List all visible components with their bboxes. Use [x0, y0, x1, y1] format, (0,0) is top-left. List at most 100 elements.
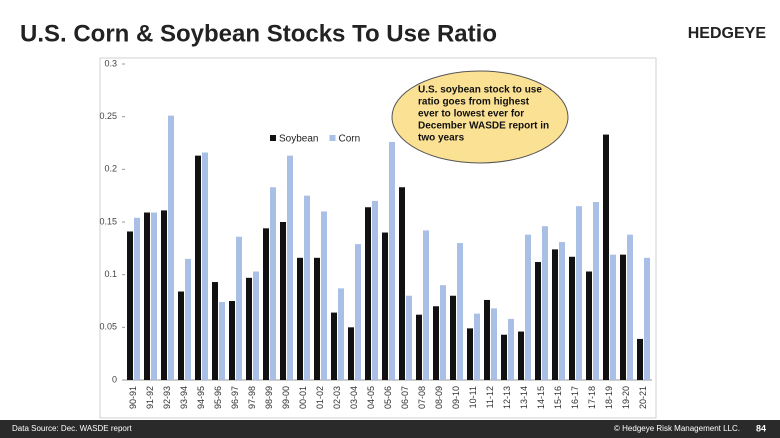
bar: [542, 226, 548, 380]
x-tick-label: 01-02: [315, 386, 325, 409]
bar: [416, 314, 422, 380]
bar: [365, 207, 371, 380]
annotation-text: ratio goes from highest: [418, 97, 530, 108]
bar: [559, 242, 565, 380]
bar: [161, 210, 167, 380]
bar: [576, 206, 582, 380]
bar: [304, 195, 310, 380]
x-tick-label: 14-15: [536, 386, 546, 409]
slide-title: U.S. Corn & Soybean Stocks To Use Ratio: [20, 20, 497, 47]
x-tick-label: 94-95: [196, 386, 206, 409]
x-tick-label: 98-99: [264, 386, 274, 409]
legend-label: Soybean: [279, 134, 318, 145]
annotation-text: U.S. soybean stock to use: [418, 85, 542, 96]
x-tick-label: 06-07: [400, 386, 410, 409]
bar: [450, 295, 456, 380]
bar: [297, 257, 303, 380]
bar: [603, 134, 609, 380]
annotation-bubble: [391, 70, 569, 164]
bar: [202, 152, 208, 380]
x-tick-label: 97-98: [247, 386, 257, 409]
bar: [229, 301, 235, 380]
x-tick-label: 92-93: [162, 386, 172, 409]
bar: [423, 230, 429, 380]
bar: [355, 244, 361, 380]
bar: [627, 234, 633, 380]
footer-bar: [0, 420, 780, 438]
logo: HEDGEYE: [688, 25, 767, 42]
x-tick-label: 07-08: [417, 386, 427, 409]
x-tick-label: 18-19: [604, 386, 614, 409]
x-tick-label: 03-04: [349, 386, 359, 409]
bar: [219, 302, 225, 380]
plot: 0 0.05 0.1 0.15 0.2 0.25 0.3 90-91 91-92 92-93 93-…: [99, 58, 652, 409]
bar: [518, 331, 524, 380]
bar: [467, 328, 473, 380]
x-tick-label: 00-01: [298, 386, 308, 409]
annotation-text: two years: [418, 133, 465, 144]
bar: [270, 187, 276, 380]
x-tick-label: 99-00: [281, 386, 291, 409]
bar: [338, 288, 344, 380]
x-tick-label: 11-12: [485, 386, 495, 408]
bar: [321, 211, 327, 380]
bar: [491, 308, 497, 380]
bar: [185, 258, 191, 380]
bar: [474, 313, 480, 380]
annotation-text: ever to lowest ever for: [418, 109, 524, 120]
y-tick-label: 0.2: [104, 164, 117, 174]
legend-swatch: [329, 135, 336, 141]
bar: [389, 141, 395, 380]
x-tick-label: 09-10: [451, 386, 461, 409]
bar: [586, 271, 592, 380]
bar: [314, 257, 320, 380]
bar: [406, 295, 412, 380]
y-tick-label: 0.05: [99, 322, 117, 332]
y-tick-label: 0: [112, 374, 117, 384]
y-tick-label: 0.3: [104, 58, 117, 68]
bar: [236, 236, 242, 380]
bar: [552, 249, 558, 380]
y-tick-label: 0.25: [99, 111, 117, 121]
bar: [246, 277, 252, 380]
x-tick-label: 19-20: [621, 386, 631, 409]
bar: [287, 155, 293, 380]
x-tick-label: 95-96: [213, 386, 223, 409]
bar: [535, 262, 541, 380]
bar: [263, 228, 269, 380]
x-tick-label: 96-97: [230, 386, 240, 409]
footer-source: Data Source: Dec. WASDE report: [12, 424, 133, 433]
bar: [178, 291, 184, 380]
annotation-text: December WASDE report in: [418, 121, 549, 132]
x-tick-label: 93-94: [179, 386, 189, 409]
y-tick-label: 0.1: [104, 269, 117, 279]
x-tick-label: 08-09: [434, 386, 444, 409]
bar: [253, 271, 259, 380]
page-number: 84: [756, 423, 766, 433]
bar: [433, 306, 439, 380]
bar: [144, 212, 150, 380]
x-tick-label: 91-92: [145, 386, 155, 409]
bar: [382, 232, 388, 380]
x-tick-label: 90-91: [128, 386, 138, 409]
bar: [637, 338, 643, 380]
bar: [195, 155, 201, 380]
x-tick-label: 20-21: [638, 386, 648, 409]
bar: [440, 285, 446, 380]
x-tick-label: 15-16: [553, 386, 563, 409]
footer-copyright: © Hedgeye Risk Management LLC.: [614, 424, 740, 433]
x-tick-label: 04-05: [366, 386, 376, 409]
bar: [484, 299, 490, 380]
x-tick-label: 05-06: [383, 386, 393, 409]
bar: [280, 222, 286, 380]
bar: [620, 254, 626, 380]
bar: [331, 312, 337, 380]
legend-label: Corn: [338, 134, 360, 145]
x-tick-label: 16-17: [570, 386, 580, 409]
bar: [399, 187, 405, 380]
bar: [127, 231, 133, 380]
x-tick-label: 02-03: [332, 386, 342, 409]
bar: [593, 201, 599, 380]
bar: [525, 234, 531, 380]
